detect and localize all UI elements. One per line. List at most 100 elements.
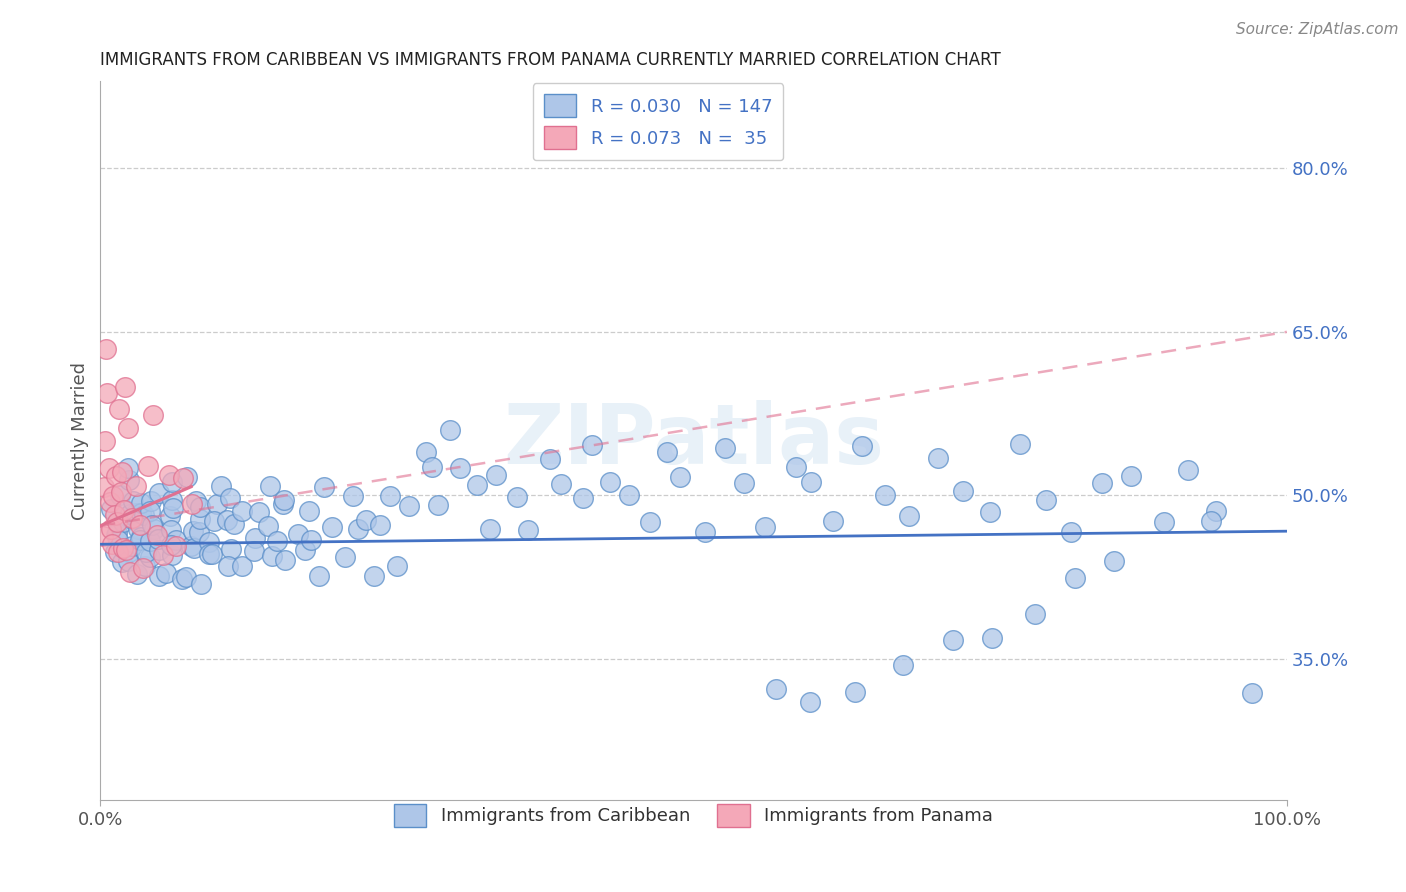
Point [333,550,356,565]
Point [162,475,184,489]
Point [1063,571,1085,585]
Point [217,559,239,574]
Point [415,444,437,458]
Point [96,386,118,401]
Legend: Immigrants from Caribbean, Immigrants from Panama: Immigrants from Caribbean, Immigrants fr… [387,797,1001,834]
Point [176,470,198,484]
Point [157,467,180,482]
Point [129,496,152,510]
Point [104,528,127,542]
Point [1199,514,1222,528]
Point [187,524,209,539]
Y-axis label: Currently Married: Currently Married [72,362,89,520]
Point [186,493,208,508]
Point [148,485,170,500]
Point [299,533,322,547]
Point [101,537,124,551]
Point [247,505,270,519]
Point [274,553,297,567]
Point [219,491,242,505]
Point [112,503,135,517]
Point [165,539,187,553]
Point [111,555,134,569]
Point [207,496,229,510]
Point [619,488,641,502]
Point [94,434,117,449]
Point [188,500,211,514]
Point [108,488,131,502]
Point [1035,493,1057,508]
Point [180,497,202,511]
Point [139,534,162,549]
Point [146,532,169,546]
Point [259,479,281,493]
Point [465,478,488,492]
Point [572,491,595,505]
Point [952,483,974,498]
Point [134,559,156,574]
Point [799,695,821,709]
Point [821,515,844,529]
Point [581,438,603,452]
Point [160,548,183,562]
Point [198,535,221,549]
Point [114,503,136,517]
Point [104,545,127,559]
Point [891,658,914,673]
Point [363,569,385,583]
Point [98,495,121,509]
Point [979,505,1001,519]
Point [785,460,807,475]
Point [120,507,142,521]
Point [135,545,157,559]
Point [142,408,165,422]
Point [266,533,288,548]
Point [273,493,295,508]
Point [1119,469,1142,483]
Point [485,467,508,482]
Point [117,545,139,559]
Point [1060,524,1083,539]
Point [111,465,134,479]
Point [733,475,755,490]
Point [655,444,678,458]
Point [342,489,364,503]
Point [550,476,572,491]
Point [1008,436,1031,450]
Point [506,490,529,504]
Point [321,520,343,534]
Point [160,492,183,507]
Point [516,523,538,537]
Point [927,451,949,466]
Point [146,527,169,541]
Point [110,484,132,499]
Point [125,506,148,520]
Point [224,516,246,531]
Point [298,504,321,518]
Point [132,560,155,574]
Point [294,543,316,558]
Point [385,559,408,574]
Point [219,541,242,556]
Point [851,439,873,453]
Point [148,568,170,582]
Point [217,513,239,527]
Point [117,554,139,568]
Point [181,524,204,538]
Point [111,515,134,529]
Point [128,518,150,533]
Point [127,522,149,536]
Point [202,514,225,528]
Point [159,508,181,523]
Point [174,570,197,584]
Point [599,475,621,490]
Point [1091,475,1114,490]
Point [875,488,897,502]
Point [107,533,129,548]
Point [190,577,212,591]
Point [209,479,232,493]
Point [165,533,187,547]
Point [107,545,129,559]
Point [111,541,134,555]
Point [427,499,450,513]
